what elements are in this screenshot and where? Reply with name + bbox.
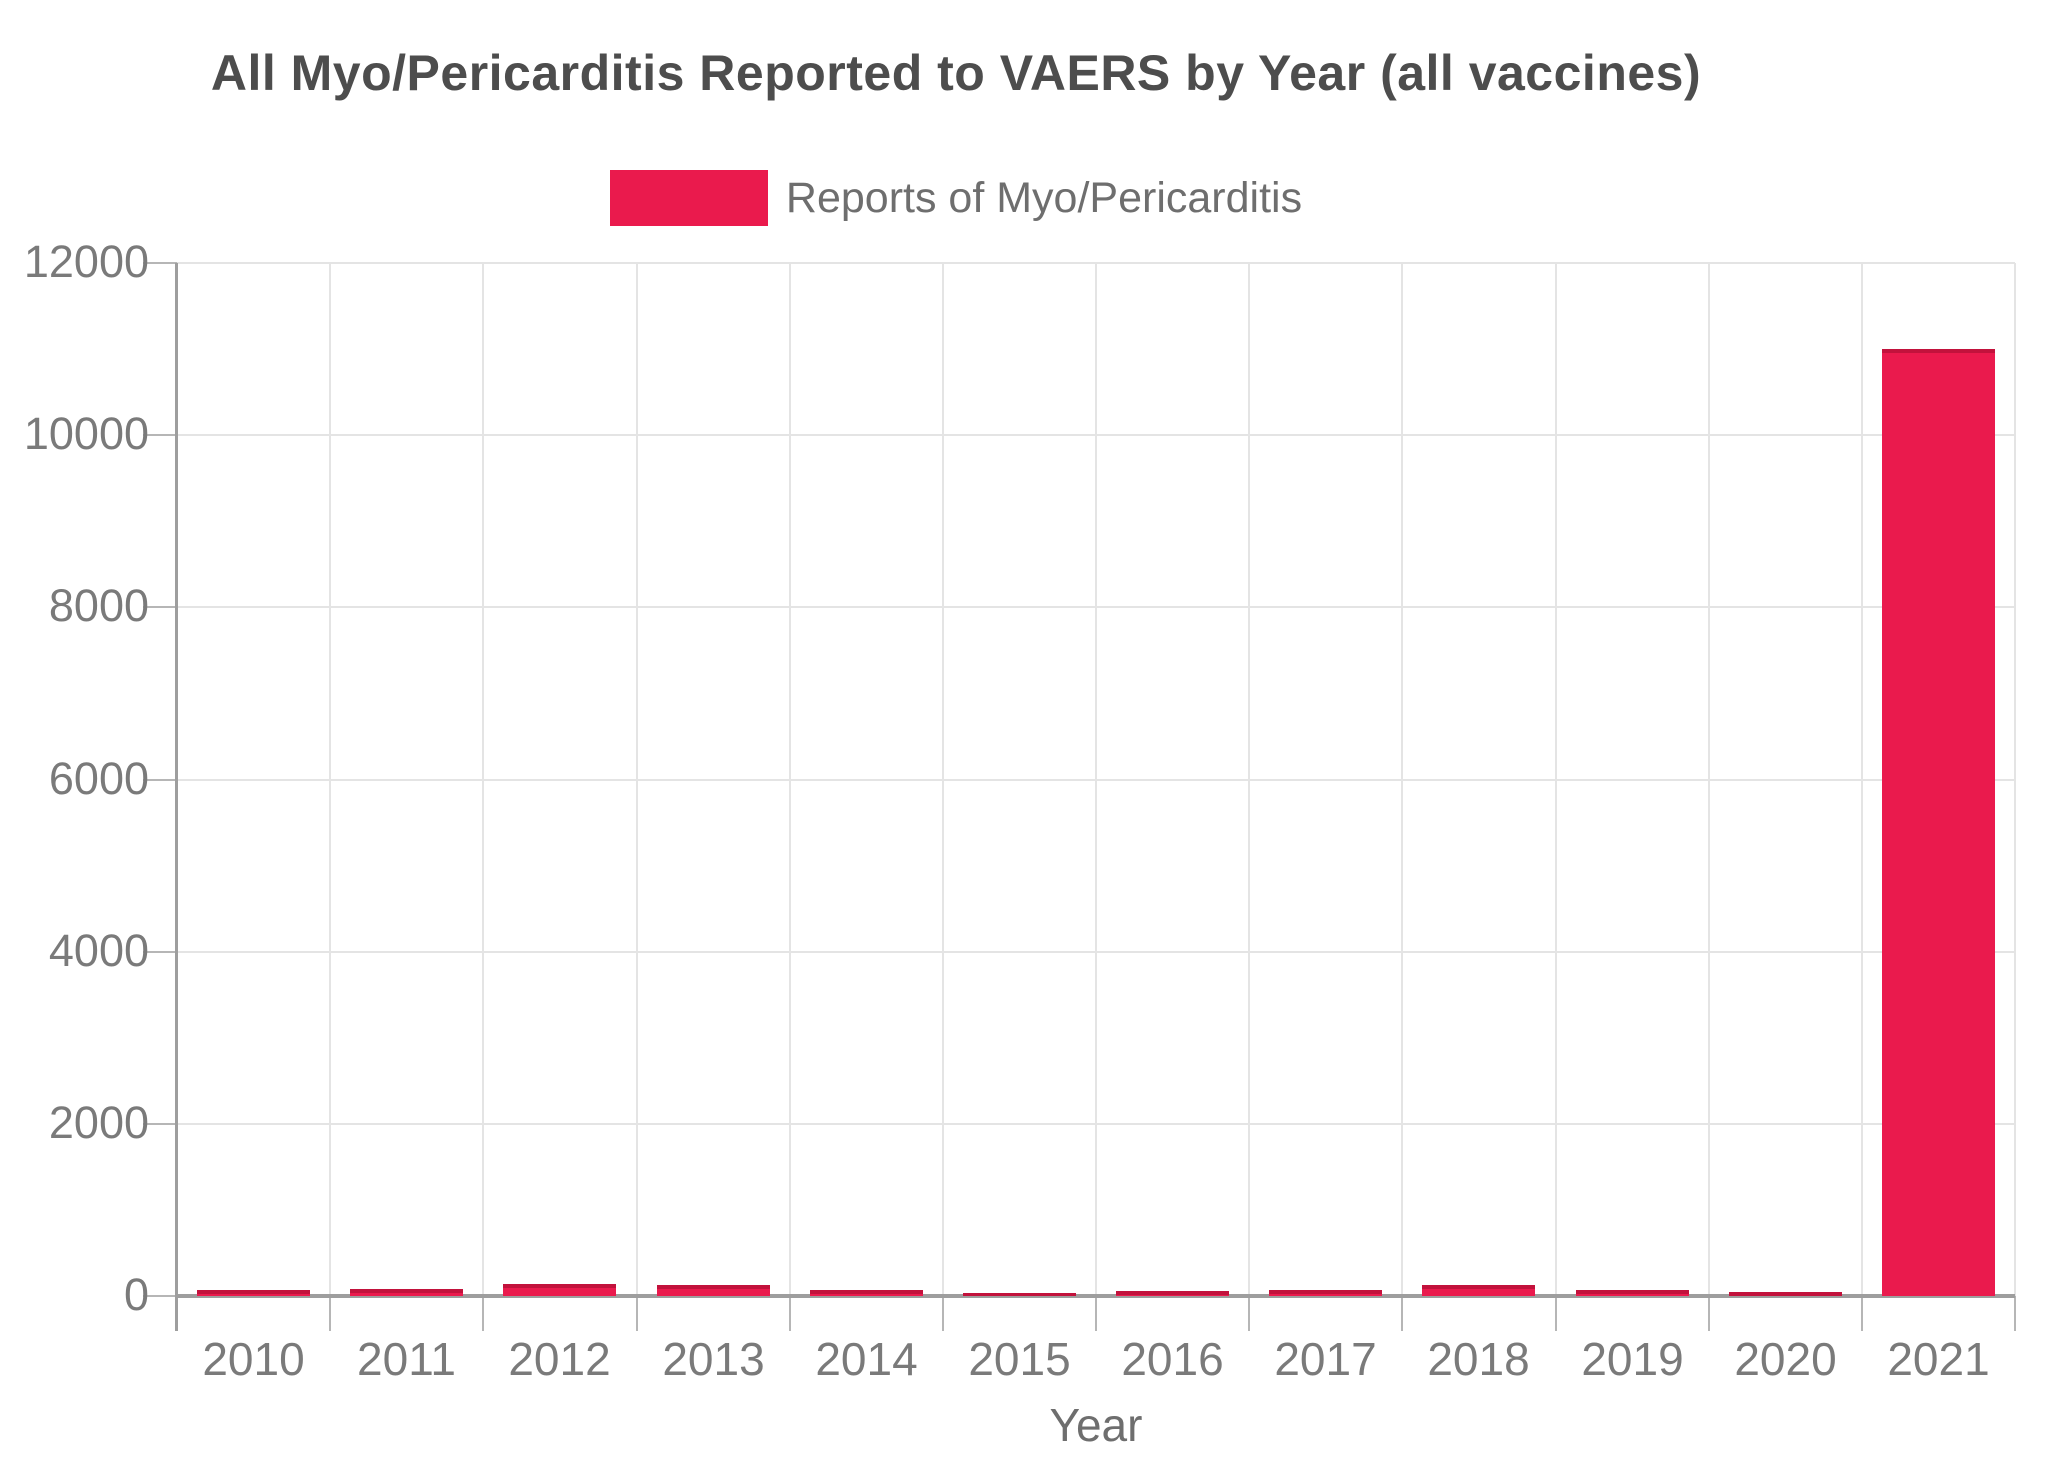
x-axis-tick: [1095, 1296, 1097, 1331]
bar-2014[interactable]: [810, 1290, 923, 1296]
y-tick-label: 4000: [48, 925, 149, 976]
gridline-vertical: [789, 263, 791, 1296]
gridline-vertical: [2014, 263, 2016, 1296]
y-tick-label: 10000: [23, 408, 149, 459]
bar-2013[interactable]: [657, 1285, 770, 1296]
gridline-vertical: [942, 263, 944, 1296]
y-axis-tick: [143, 779, 177, 781]
x-tick-label: 2017: [1274, 1333, 1377, 1385]
y-tick-label: 6000: [48, 753, 149, 804]
x-axis-tick: [1708, 1296, 1710, 1331]
x-tick-label: 2018: [1427, 1333, 1530, 1385]
bar-2015[interactable]: [963, 1293, 1076, 1296]
y-axis-tick: [143, 434, 177, 436]
y-axis-tick: [143, 1123, 177, 1125]
y-axis-tick: [143, 606, 177, 608]
gridline-vertical: [1555, 263, 1557, 1296]
x-tick-label: 2016: [1121, 1333, 1224, 1385]
x-axis-tick: [789, 1296, 791, 1331]
bar-2018[interactable]: [1422, 1285, 1535, 1296]
x-tick-label: 2012: [508, 1333, 611, 1385]
y-tick-label: 8000: [48, 580, 149, 631]
x-axis-tick: [1555, 1296, 1557, 1331]
y-tick-label: 0: [123, 1269, 149, 1320]
x-tick-label: 2010: [202, 1333, 305, 1385]
y-axis-tick: [143, 262, 177, 264]
y-axis-tick: [143, 951, 177, 953]
y-tick-label: 12000: [23, 236, 149, 287]
x-axis-tick: [1401, 1296, 1403, 1331]
bar-2021[interactable]: [1882, 349, 1995, 1296]
chart-title: All Myo/Pericarditis Reported to VAERS b…: [210, 45, 1702, 101]
gridline-vertical: [1861, 263, 1863, 1296]
bar-2016[interactable]: [1116, 1291, 1229, 1296]
x-tick-label: 2014: [815, 1333, 918, 1385]
y-axis-line: [175, 263, 178, 1331]
x-axis-tick: [1861, 1296, 1863, 1331]
bar-2010[interactable]: [197, 1290, 310, 1296]
bar-2017[interactable]: [1269, 1290, 1382, 1296]
x-axis-tick: [329, 1296, 331, 1331]
x-axis-tick: [1248, 1296, 1250, 1331]
x-axis-tick: [2014, 1296, 2016, 1331]
gridline-vertical: [1248, 263, 1250, 1296]
gridline-vertical: [1708, 263, 1710, 1296]
x-tick-label: 2019: [1581, 1333, 1684, 1385]
gridline-vertical: [1401, 263, 1403, 1296]
x-axis-tick: [482, 1296, 484, 1331]
legend-swatch: [609, 170, 768, 226]
gridline-vertical: [636, 263, 638, 1296]
x-axis-title: Year: [1049, 1399, 1143, 1451]
gridline-vertical: [1095, 263, 1097, 1296]
gridline-vertical: [329, 263, 331, 1296]
y-axis-tick: [143, 1295, 177, 1297]
x-axis-line: [177, 1294, 2015, 1298]
legend-label: Reports of Myo/Pericarditis: [785, 173, 1303, 222]
bar-2012[interactable]: [503, 1284, 616, 1296]
x-axis-tick: [636, 1296, 638, 1331]
bar-2019[interactable]: [1576, 1290, 1689, 1296]
y-tick-label: 2000: [48, 1097, 149, 1148]
legend[interactable]: Reports of Myo/Pericarditis: [0, 170, 1912, 226]
x-tick-label: 2020: [1734, 1333, 1837, 1385]
x-axis-tick: [942, 1296, 944, 1331]
bar-2020[interactable]: [1729, 1292, 1842, 1296]
bar-2011[interactable]: [350, 1289, 463, 1296]
x-tick-label: 2015: [968, 1333, 1071, 1385]
gridline-vertical: [482, 263, 484, 1296]
x-tick-label: 2011: [357, 1333, 456, 1385]
x-tick-label: 2021: [1887, 1333, 1990, 1385]
x-tick-label: 2013: [662, 1333, 765, 1385]
